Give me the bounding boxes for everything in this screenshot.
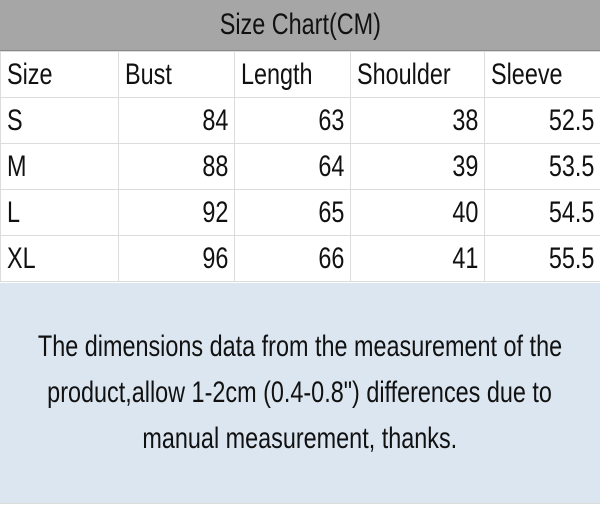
cell-text: 39: [451, 149, 478, 183]
cell-text: M: [7, 149, 27, 183]
header-text: Shoulder: [357, 57, 451, 91]
cell: 64: [234, 143, 351, 190]
cell: M: [0, 143, 119, 190]
cell-text: 41: [451, 241, 478, 275]
cell-text: 88: [201, 149, 228, 183]
footer-row: [0, 503, 600, 512]
cell-text: 63: [317, 103, 344, 137]
cell: 53.5: [484, 143, 600, 190]
cell-text: 52.5: [548, 103, 594, 137]
cell: 66: [234, 235, 351, 282]
cell: 41: [350, 235, 485, 282]
cell-text: 55.5: [548, 241, 594, 275]
cell: 84: [118, 97, 235, 144]
title: Size Chart(CM): [219, 8, 381, 41]
header-text: Bust: [125, 57, 172, 91]
cell-text: 40: [451, 195, 478, 229]
cell-text: 96: [201, 241, 228, 275]
cell: 52.5: [484, 97, 600, 144]
note-line: manual measurement, thanks.: [142, 422, 458, 455]
cell-text: 65: [317, 195, 344, 229]
cell-text: 64: [317, 149, 344, 183]
data-row: XL 96 66 41 55.5: [0, 235, 600, 282]
cell-text: 84: [201, 103, 228, 137]
cell: XL: [0, 235, 119, 282]
cell: 92: [118, 189, 235, 236]
header-text: Length: [241, 57, 313, 91]
data-row: S 84 63 38 52.5: [0, 97, 600, 144]
cell-text: 53.5: [548, 149, 594, 183]
cell: 40: [350, 189, 485, 236]
header-row: Size Bust Length Shoulder Sleeve: [0, 51, 600, 98]
cell: L: [0, 189, 119, 236]
cell: 39: [350, 143, 485, 190]
table-body: Size Bust Length Shoulder Sleeve S 84 63 38 52.5 M…: [0, 51, 600, 282]
header-text: Sleeve: [491, 57, 563, 91]
cell-text: 66: [317, 241, 344, 275]
note-line: The dimensions data from the measurement…: [37, 330, 563, 363]
cell: 54.5: [484, 189, 600, 236]
note-line: product,allow 1-2cm (0.4-0.8") differenc…: [47, 376, 553, 409]
cell: 65: [234, 189, 351, 236]
cell-text: 92: [201, 195, 228, 229]
cell: S: [0, 97, 119, 144]
cell: 38: [350, 97, 485, 144]
cell-text: S: [7, 103, 23, 137]
header-cell: Sleeve: [484, 51, 600, 98]
size-table: Size Bust Length Shoulder Sleeve S 84 63 38 52.5 M…: [0, 51, 600, 282]
cell-text: XL: [7, 241, 36, 275]
cell: 63: [234, 97, 351, 144]
data-row: L 92 65 40 54.5: [0, 189, 600, 236]
header-cell: Shoulder: [350, 51, 485, 98]
cell: 96: [118, 235, 235, 282]
note-box: The dimensions data from the measurement…: [0, 283, 600, 503]
title-bar: Size Chart(CM): [0, 0, 600, 51]
cell-text: 54.5: [548, 195, 594, 229]
header-cell: Length: [234, 51, 351, 98]
header-cell: Size: [0, 51, 119, 98]
cell-text: 38: [451, 103, 478, 137]
cell: 88: [118, 143, 235, 190]
header-text: Size: [7, 57, 53, 91]
cell-text: L: [7, 195, 21, 229]
header-cell: Bust: [118, 51, 235, 98]
data-row: M 88 64 39 53.5: [0, 143, 600, 190]
cell: 55.5: [484, 235, 600, 282]
